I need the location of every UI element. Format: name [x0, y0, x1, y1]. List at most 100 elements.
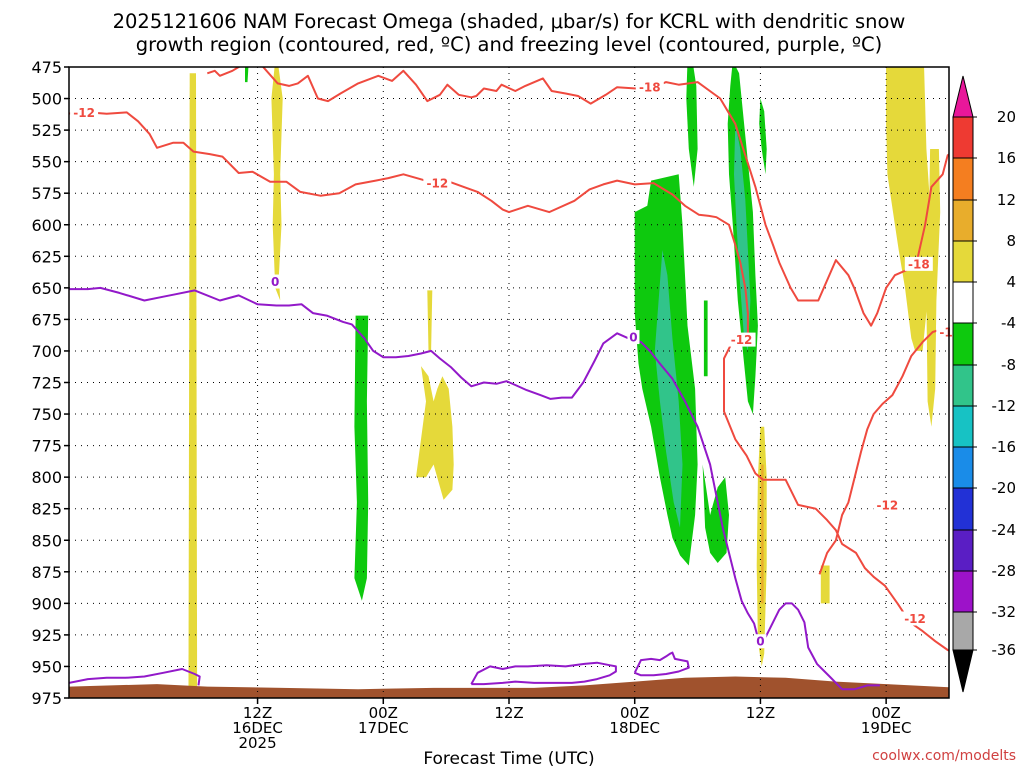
- y-tick-label-700: 700: [31, 342, 62, 361]
- colorbar-label-6: -8: [1001, 356, 1016, 374]
- colorbar: 20 16 12 8 4 -4 -8 -12 -16 -20 -24 -28 -32 -36: [952, 75, 1017, 693]
- x-tick-label-12-1: 16DEC: [232, 719, 283, 737]
- freezing-level-label-0-2: 0: [756, 635, 764, 649]
- colorbar-bin-8 to 12: [952, 199, 974, 242]
- y-tick-label-625: 625: [31, 247, 62, 266]
- colorbar-label-11: -28: [992, 562, 1017, 580]
- omega-region-descent-blob-o: [820, 565, 830, 604]
- colorbar-label-8: -16: [992, 438, 1017, 456]
- dgz-label-bg-0-1: [904, 256, 933, 271]
- y-tick-label-675: 675: [31, 310, 62, 329]
- x-tick-label-12-0: 12Z: [243, 704, 272, 722]
- colorbar-label-1: 16: [997, 149, 1016, 167]
- freezing-level-label-0-0: 0: [271, 275, 279, 289]
- colorbar-bin--24 to -20: [952, 487, 974, 531]
- y-tick-label-975: 975: [31, 689, 62, 708]
- y-tick-label-875: 875: [31, 563, 62, 582]
- x-tick-label-12-2: 2025: [238, 734, 276, 752]
- x-tick-label-62-0: 00Z: [871, 704, 900, 722]
- colorbar-label-10: -24: [992, 521, 1017, 539]
- omega-region-ascent-cluster-i: [702, 464, 729, 563]
- colorbar-bin--16 to -12: [952, 405, 974, 448]
- freezing-level-label-bg-0-0: [269, 274, 282, 289]
- y-tick-label-800: 800: [31, 468, 62, 487]
- freezing-level-label-bg-0-1: [627, 330, 640, 345]
- omega-region-descent-blob-e: [416, 366, 454, 500]
- dgz-label-0-0: -18: [639, 81, 661, 95]
- colorbar-bin-16 to 20: [952, 116, 974, 159]
- y-tick-label-525: 525: [31, 121, 62, 140]
- colorbar-label-4: 4: [1006, 273, 1016, 291]
- title-line-1: 2025121606 NAM Forecast Omega (shaded, μ…: [113, 10, 906, 33]
- terrain-layer: [69, 676, 949, 698]
- x-tick-label-32-0: 12Z: [494, 704, 523, 722]
- dgz-contour-0: [206, 67, 949, 327]
- colorbar-label-5: -4: [1001, 314, 1016, 332]
- colorbar-label-12: -32: [992, 603, 1017, 621]
- colorbar-bin-4 to 8: [952, 240, 974, 283]
- freezing-level-contour-3: [633, 651, 690, 677]
- dgz-label-bg-0-0: [635, 80, 664, 95]
- x-tick-label-22-1: 17DEC: [358, 719, 409, 737]
- y-tick-label-850: 850: [31, 531, 62, 550]
- axes: 475 500 525 550 575 600 625 650 675 700 725 750 775 8…: [31, 58, 911, 752]
- omega-region-ascent-streak-d: [354, 315, 369, 601]
- colorbar-bin--36 to -32: [952, 611, 974, 651]
- omega-region-ascent-upper-l: [759, 98, 767, 175]
- freezing-level-contour-1: [69, 668, 201, 686]
- omega-region-ascent-core-g-inner: [654, 250, 683, 528]
- dgz-label-0-1: -18: [908, 257, 930, 271]
- y-tick-label-575: 575: [31, 184, 62, 203]
- y-tick-label-500: 500: [31, 90, 62, 109]
- dgz-label-bg-1-1: [423, 176, 452, 191]
- freezing-level-label-bg-0-2: [754, 634, 767, 649]
- omega-region-descent-strip-n: [761, 464, 764, 604]
- y-tick-label-550: 550: [31, 153, 62, 172]
- colorbar-bin--32 to -28: [952, 570, 974, 613]
- dgz-label-bg-1-3: [873, 497, 902, 512]
- y-tick-label-650: 650: [31, 279, 62, 298]
- dgz-contour-1: [69, 111, 949, 652]
- dgz-label-bg-1-0: [70, 105, 99, 120]
- x-axis-title: Forecast Time (UTC): [423, 749, 594, 768]
- x-tick-label-62-1: 19DEC: [861, 719, 912, 737]
- title-line-2: growth region (contoured, red, ºC) and f…: [136, 33, 883, 56]
- freezing-level-label-0-1: 0: [629, 331, 637, 345]
- omega-region-descent-band-b: [271, 67, 283, 301]
- y-tick-label-750: 750: [31, 405, 62, 424]
- colorbar-bin--20 to -16: [952, 446, 974, 489]
- freezing-level-contour-2: [470, 661, 617, 686]
- omega-region-ascent-upper-j: [686, 67, 698, 187]
- colorbar-bin-<-36: [952, 649, 974, 693]
- dgz-label-bg-1-4: [901, 611, 930, 626]
- colorbar-bin--8 to -4: [952, 322, 974, 366]
- dgz-label-bg-1-2: [727, 332, 756, 347]
- colorbar-label-2: 12: [997, 191, 1016, 209]
- x-tick-label-22-0: 00Z: [369, 704, 398, 722]
- y-tick-label-825: 825: [31, 500, 62, 519]
- y-tick-label-775: 775: [31, 437, 62, 456]
- y-tick-label-725: 725: [31, 374, 62, 393]
- omega-region-ascent-streak-c: [245, 67, 249, 83]
- x-tick-label-52-0: 12Z: [746, 704, 775, 722]
- x-tick-label-42-0: 00Z: [620, 704, 649, 722]
- dgz-label-1-3: -12: [877, 498, 899, 512]
- omega-region-descent-sliver-f: [427, 290, 433, 351]
- dgz-label-1-1: -12: [426, 177, 448, 191]
- x-tick-label-42-1: 18DEC: [609, 719, 660, 737]
- colorbar-label-3: 8: [1006, 232, 1016, 250]
- omega-region-ascent-streak-h: [703, 300, 708, 377]
- colorbar-label-13: -36: [992, 641, 1017, 659]
- dgz-label-1-0: -12: [73, 106, 95, 120]
- credit-text: coolwx.com/modelts: [872, 748, 1016, 764]
- freezing-level-contour-0: [69, 286, 880, 691]
- colorbar-bin--28 to -24: [952, 529, 974, 572]
- y-tick-label-600: 600: [31, 216, 62, 235]
- omega-region-descent-column-p: [886, 67, 932, 351]
- chart-title: 2025121606 NAM Forecast Omega (shaded, μ…: [113, 10, 906, 56]
- omega-region-descent-pocket-a: [188, 73, 198, 698]
- colorbar-label-0: 20: [997, 108, 1016, 126]
- colorbar-bin--12 to -8: [952, 364, 974, 407]
